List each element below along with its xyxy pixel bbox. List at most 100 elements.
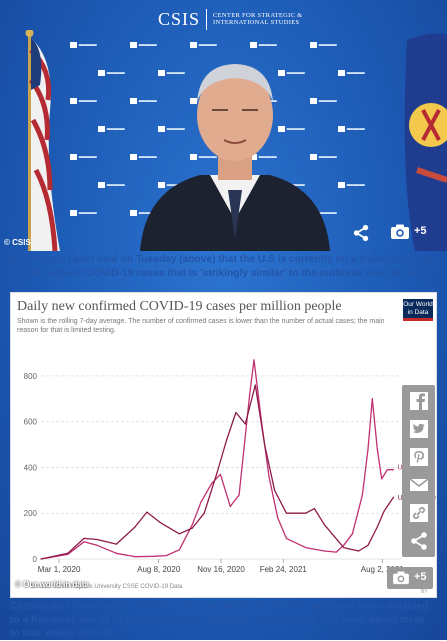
y-tick-label: 200 — [24, 509, 38, 518]
photo-image-count[interactable]: +5 — [414, 225, 427, 237]
camera-icon[interactable] — [390, 224, 410, 240]
data-point — [268, 476, 270, 478]
pinterest-share-button[interactable] — [402, 443, 435, 471]
data-point — [381, 478, 383, 480]
csis-logo-sub-line2: INTERNATIONAL STUDIES — [213, 19, 300, 26]
backdrop-logo: ▬▬▬ — [338, 70, 365, 76]
data-point — [305, 512, 307, 514]
backdrop-logo: ▬▬▬ — [338, 182, 365, 188]
owid-logo-line1: Our World — [403, 301, 433, 308]
data-point — [323, 550, 325, 552]
data-point — [238, 494, 240, 496]
data-point — [273, 489, 276, 491]
data-point — [159, 521, 161, 523]
chart-subtitle: Shown is the rolling 7-day average. The … — [17, 318, 385, 334]
data-point — [229, 505, 231, 507]
chart-figure[interactable]: 0 200 400 600 800 Mar 1, 2020 Aug 8, 2020 Nov 1… — [10, 292, 437, 598]
data-point — [305, 546, 307, 549]
x-tick-label: Aug 2, 2021 — [361, 565, 405, 574]
x-tick-label: Nov 16, 2020 — [197, 565, 245, 574]
backdrop-logo: ▬▬▬ — [130, 154, 157, 160]
series-line-us — [40, 384, 395, 560]
share-icon — [410, 532, 427, 550]
data-point — [254, 384, 256, 386]
data-point — [371, 398, 373, 400]
backdrop-logo: ▬▬▬ — [98, 70, 125, 76]
backdrop-logo: ▬▬▬ — [158, 126, 185, 132]
more-share-button[interactable] — [402, 527, 435, 555]
backdrop-logo: ▬▬▬ — [278, 126, 305, 132]
series-line-uk — [40, 359, 394, 560]
data-point — [146, 511, 148, 513]
chart-canvas: 0 200 400 600 800 Mar 1, 2020 Aug 8, 2020 Nov 1… — [24, 359, 436, 574]
backdrop-logo: ▬▬▬ — [70, 210, 97, 216]
data-point — [343, 544, 345, 546]
data-point — [392, 496, 395, 498]
data-point — [191, 527, 193, 529]
backdrop-logo: ▬▬▬ — [130, 98, 157, 104]
backdrop-logo: ▬▬▬ — [190, 154, 217, 160]
gallery-button[interactable]: +5 — [387, 567, 433, 589]
data-point — [351, 533, 354, 535]
data-point — [367, 544, 369, 546]
backdrop-logo: ▬▬▬ — [250, 42, 277, 48]
backdrop-logo: ▬▬▬ — [250, 154, 277, 160]
pinterest-icon — [409, 448, 428, 466]
data-point — [235, 411, 237, 414]
us-flag-icon — [25, 30, 60, 251]
data-point — [285, 537, 287, 539]
share-icon[interactable] — [352, 224, 370, 242]
data-point — [383, 510, 385, 512]
photo-caption: Dr Anthony Fauci said on Tuesday (above)… — [10, 254, 437, 279]
data-point — [200, 501, 202, 503]
data-point — [40, 558, 42, 560]
data-point — [361, 494, 363, 496]
data-point — [134, 526, 136, 528]
owid-logo: Our World in Data — [403, 299, 433, 321]
email-share-button[interactable] — [402, 471, 435, 499]
hhs-flag-icon — [404, 33, 447, 251]
data-point — [219, 473, 221, 475]
backdrop-logo: ▬▬▬ — [310, 98, 337, 104]
data-point — [263, 443, 266, 446]
data-point — [335, 551, 337, 553]
twitter-icon — [409, 420, 428, 438]
data-point — [83, 541, 85, 543]
data-point — [392, 469, 395, 471]
data-point — [253, 359, 255, 361]
data-point — [178, 533, 180, 535]
link-share-button[interactable] — [402, 499, 435, 527]
data-point — [96, 544, 98, 546]
x-tick-label: Aug 8, 2020 — [137, 565, 181, 574]
data-point — [376, 526, 378, 528]
data-point — [178, 549, 180, 551]
data-point — [191, 524, 193, 526]
backdrop-logo: ▬▬▬ — [70, 98, 97, 104]
backdrop-logo: ▬▬▬ — [278, 70, 305, 76]
backdrop-logo: ▬▬▬ — [130, 210, 157, 216]
chart-title: Daily new confirmed COVID-19 cases per m… — [17, 299, 342, 314]
data-point — [249, 393, 251, 395]
chart-copyright: © Our world in data — [15, 580, 89, 589]
csis-logo-sub: CENTER FOR STRATEGIC & INTERNATIONAL STU… — [207, 12, 302, 27]
csis-logo-sub-line1: CENTER FOR STRATEGIC & — [213, 11, 303, 19]
data-point — [115, 552, 117, 554]
backdrop-logo: ▬▬▬ — [158, 182, 185, 188]
facebook-share-button[interactable] — [402, 387, 435, 415]
photo-copyright: © CSIS — [4, 238, 31, 247]
data-point — [386, 469, 388, 471]
y-tick-label: 0 — [33, 555, 38, 564]
csis-logo-main: CSIS — [158, 8, 208, 30]
share-rail — [402, 385, 435, 557]
data-point — [134, 556, 136, 558]
backdrop-logo: ▬▬▬ — [310, 154, 337, 160]
backdrop-logo: ▬▬▬ — [98, 126, 125, 132]
x-tick-label: Mar 1, 2020 — [38, 565, 81, 574]
data-point — [211, 482, 213, 485]
twitter-share-button[interactable] — [402, 415, 435, 443]
speaker-portrait — [140, 64, 330, 251]
data-point — [83, 537, 85, 539]
backdrop-logo: ▬▬▬ — [98, 182, 125, 188]
data-point — [343, 546, 345, 549]
